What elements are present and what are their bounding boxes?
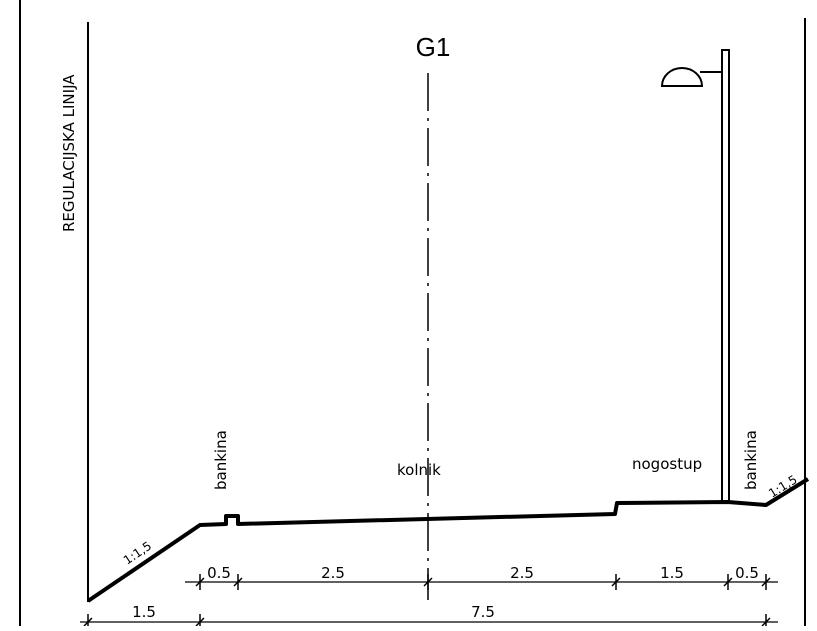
dim-label: 0.5 bbox=[735, 564, 759, 582]
road-profile bbox=[86, 477, 810, 603]
bankina-right-label: bankina bbox=[742, 430, 760, 490]
kolnik-label: kolnik bbox=[397, 461, 441, 479]
dim-label: 2.5 bbox=[510, 564, 534, 582]
dim-label: 0.5 bbox=[207, 564, 231, 582]
dim-label: 1.5 bbox=[132, 603, 156, 621]
section-title: G1 bbox=[416, 32, 451, 62]
dimension-line-top: 0.5 2.5 2.5 1.5 0.5 bbox=[185, 564, 778, 590]
lamp-head bbox=[660, 67, 704, 87]
dim-label: 7.5 bbox=[471, 603, 495, 621]
street-lamp-icon bbox=[660, 49, 730, 503]
lamp-pole bbox=[721, 49, 730, 503]
dim-label: 2.5 bbox=[321, 564, 345, 582]
dimension-line-bottom: 1.5 7.5 bbox=[80, 603, 778, 627]
nogostup-label: nogostup bbox=[632, 455, 702, 473]
bankina-left-label: bankina bbox=[212, 430, 230, 490]
slope-label-left: 1:1,5 bbox=[121, 539, 154, 568]
dim-label: 1.5 bbox=[660, 564, 684, 582]
regulation-line-label: REGULACIJSKA LINIJA bbox=[60, 74, 78, 232]
